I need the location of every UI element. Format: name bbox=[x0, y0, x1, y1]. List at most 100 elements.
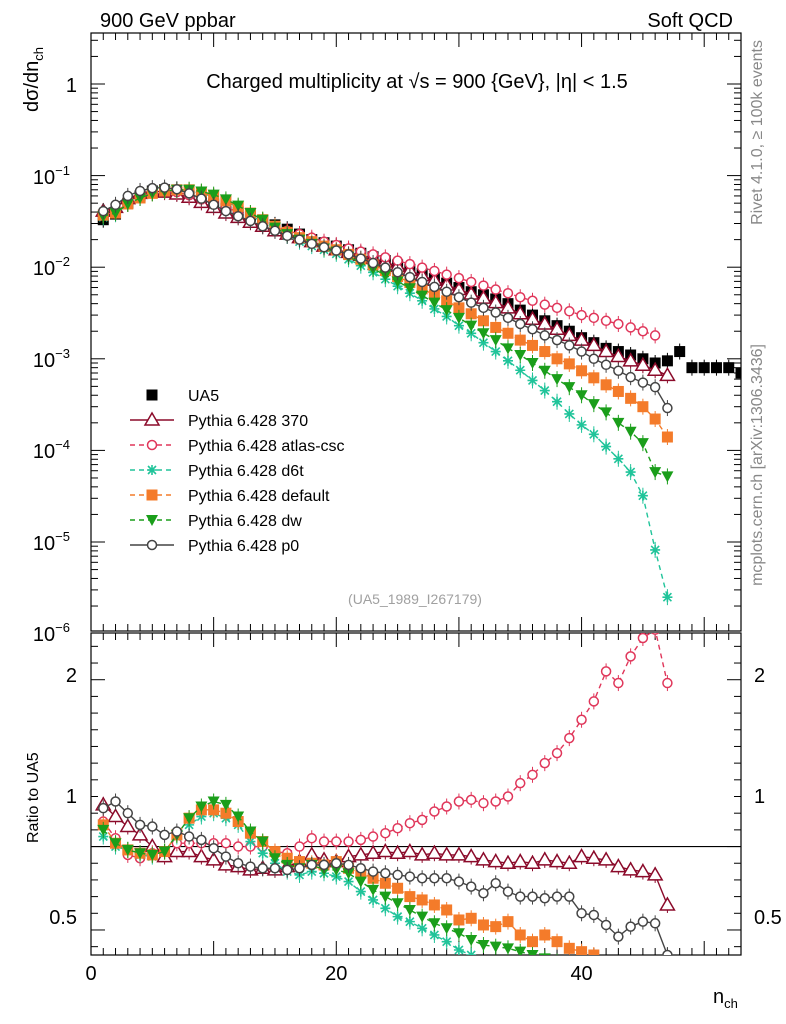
data-point bbox=[134, 185, 146, 197]
data-point bbox=[122, 807, 134, 819]
data-point bbox=[404, 817, 416, 829]
data-point bbox=[355, 862, 367, 874]
data-point bbox=[391, 276, 404, 288]
data-point bbox=[489, 335, 502, 347]
data-point bbox=[637, 377, 649, 388]
data-point bbox=[601, 441, 612, 452]
data-point bbox=[588, 429, 599, 440]
ratio-ytick-left-0.5: 0.5 bbox=[49, 907, 77, 929]
data-point bbox=[392, 255, 403, 266]
data-point bbox=[551, 334, 563, 346]
data-point bbox=[526, 357, 539, 369]
data-point bbox=[416, 262, 428, 273]
data-point bbox=[146, 849, 159, 861]
data-point bbox=[613, 677, 624, 689]
data-point bbox=[536, 851, 554, 866]
ratio-ytick-left-1: 1 bbox=[66, 786, 77, 808]
data-point bbox=[646, 866, 664, 881]
main-y-axis-label-main: dσ/dn bbox=[21, 61, 43, 112]
main-series-pythia-6-428-p0 bbox=[98, 179, 673, 417]
data-point bbox=[662, 402, 673, 414]
rivet-version-label: Rivet 4.1.0, ≥ 100k events bbox=[749, 40, 766, 225]
data-point bbox=[343, 836, 354, 847]
ratio-series-pythia-6-428-p0 bbox=[98, 793, 673, 955]
data-point bbox=[624, 426, 637, 438]
data-point bbox=[318, 859, 330, 871]
data-point bbox=[119, 818, 137, 833]
data-point bbox=[269, 862, 281, 874]
data-point bbox=[121, 844, 134, 856]
data-point bbox=[416, 276, 428, 288]
data-point bbox=[662, 949, 673, 955]
data-point bbox=[220, 851, 232, 862]
data-point bbox=[107, 808, 124, 823]
data-point bbox=[490, 307, 501, 318]
data-point bbox=[331, 836, 342, 847]
data-point bbox=[576, 714, 587, 726]
data-point bbox=[552, 396, 563, 407]
data-point bbox=[514, 891, 526, 902]
data-point bbox=[600, 407, 613, 419]
data-point bbox=[674, 346, 686, 358]
data-point bbox=[207, 796, 220, 808]
xtick-labels: 0 20 40 bbox=[85, 963, 592, 985]
data-point bbox=[585, 336, 603, 352]
data-point bbox=[355, 253, 367, 264]
data-point bbox=[440, 923, 453, 935]
data-point bbox=[98, 205, 109, 217]
data-point bbox=[257, 862, 268, 874]
data-point bbox=[575, 390, 588, 402]
data-point bbox=[502, 886, 514, 897]
data-point bbox=[650, 544, 661, 555]
data-point bbox=[490, 878, 501, 889]
data-point bbox=[646, 361, 664, 376]
data-point bbox=[232, 857, 244, 869]
data-point bbox=[208, 842, 219, 854]
ratio-ytick-right-2: 2 bbox=[754, 665, 765, 687]
data-point bbox=[551, 302, 563, 314]
data-point bbox=[490, 346, 501, 357]
data-point bbox=[462, 848, 480, 863]
data-point bbox=[232, 811, 245, 823]
data-point bbox=[637, 490, 648, 501]
legend-entry: UA5 bbox=[146, 388, 219, 405]
data-point bbox=[404, 891, 416, 903]
data-point bbox=[331, 857, 342, 869]
data-point bbox=[413, 846, 431, 861]
xtick-label: 40 bbox=[570, 963, 592, 985]
data-point bbox=[514, 291, 526, 303]
ytick-label-1e-5: 10−5 bbox=[33, 529, 70, 555]
ytick-label-1e-1: 10−1 bbox=[33, 163, 70, 189]
data-point bbox=[306, 859, 318, 871]
data-point bbox=[551, 936, 563, 948]
ratio-series-group bbox=[94, 633, 676, 955]
data-point bbox=[539, 330, 551, 341]
data-point bbox=[538, 365, 551, 377]
data-point bbox=[588, 909, 600, 921]
data-point bbox=[193, 848, 210, 863]
data-point bbox=[465, 912, 477, 924]
data-point bbox=[563, 358, 575, 370]
data-point bbox=[122, 190, 134, 202]
ytick-label-1e-2: 10−2 bbox=[33, 254, 70, 280]
main-series-pythia-6-428-default bbox=[97, 181, 673, 446]
main-y-axis-label: dσ/dnch bbox=[21, 47, 46, 112]
data-point bbox=[588, 353, 600, 365]
data-point bbox=[441, 269, 452, 280]
data-point bbox=[343, 876, 354, 887]
data-point bbox=[527, 891, 538, 902]
data-point bbox=[416, 814, 428, 826]
data-point bbox=[244, 826, 257, 838]
data-point bbox=[403, 904, 416, 916]
main-series-pythia-6-428-d6t bbox=[98, 182, 673, 606]
data-point bbox=[551, 891, 563, 902]
data-point bbox=[576, 309, 587, 321]
data-point bbox=[573, 848, 590, 863]
data-point bbox=[220, 807, 232, 819]
data-point bbox=[511, 853, 529, 868]
data-point bbox=[502, 791, 514, 802]
data-point bbox=[478, 797, 489, 809]
data-point bbox=[613, 365, 624, 377]
data-point bbox=[576, 419, 587, 430]
